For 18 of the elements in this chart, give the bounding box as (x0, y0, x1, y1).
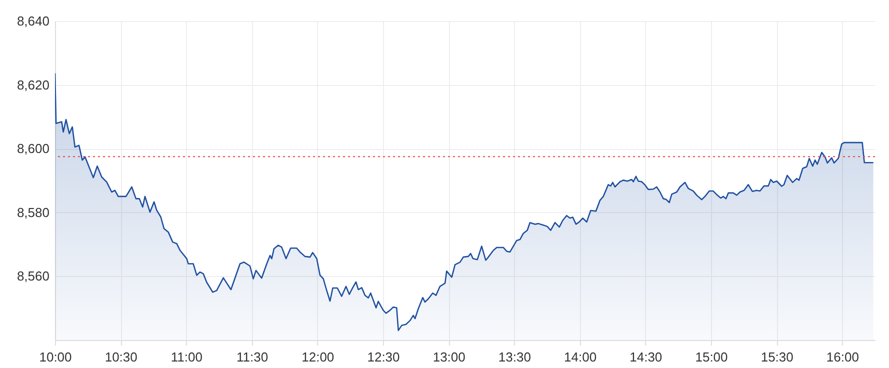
x-tick-label: 12:00 (302, 350, 334, 364)
y-tick-label: 8,620 (16, 77, 50, 92)
x-tick-label: 10:30 (104, 350, 138, 364)
x-tick-label: 12:30 (367, 350, 400, 364)
y-tick-label: 8,560 (16, 268, 50, 284)
x-tick-label: 10:00 (39, 350, 72, 364)
y-tick-label: 8,600 (16, 141, 50, 156)
y-tick-label: 8,640 (16, 14, 50, 28)
x-tick-label: 15:00 (695, 350, 728, 364)
y-tick-label: 8,580 (16, 204, 50, 220)
x-tick-label: 13:00 (432, 350, 466, 364)
x-tick-label: 15:30 (760, 350, 794, 364)
x-tick-label: 11:00 (170, 350, 202, 364)
x-tick-label: 13:30 (498, 350, 531, 364)
x-tick-label: 14:00 (564, 350, 597, 364)
x-tick-label: 14:30 (630, 350, 662, 364)
x-tick-label: 16:00 (826, 350, 859, 364)
x-tick-label: 11:30 (236, 350, 268, 364)
